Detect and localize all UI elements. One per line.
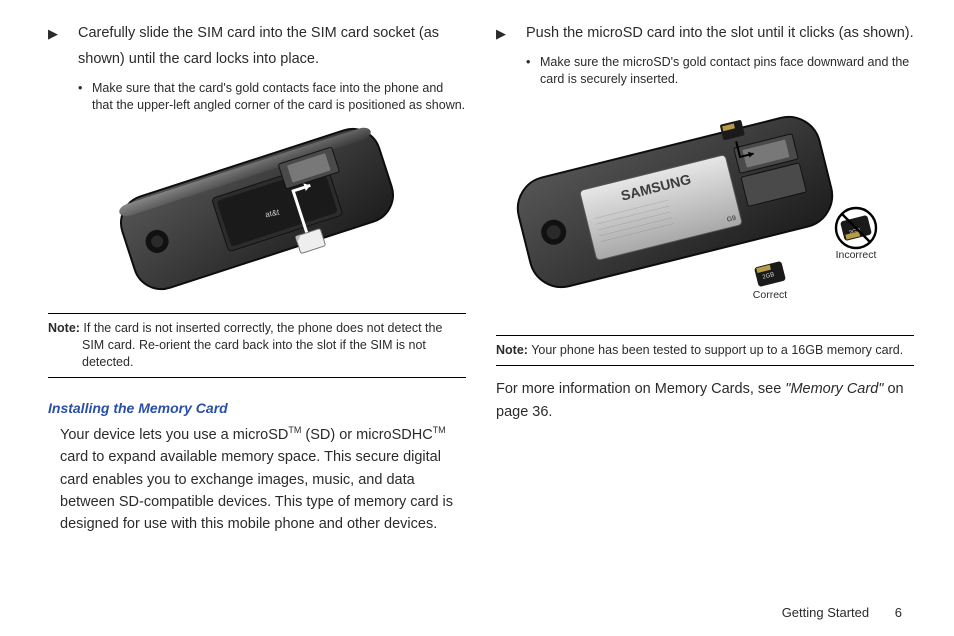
step-sim-text: Carefully slide the SIM card into the SI… — [78, 20, 466, 72]
divider — [496, 335, 914, 336]
caption-correct: Correct — [753, 289, 788, 301]
text-fragment: Your device lets you use a microSD — [60, 427, 288, 443]
page-number: 6 — [895, 605, 902, 620]
memory-intro-paragraph: Your device lets you use a microSDTM (SD… — [60, 424, 466, 536]
two-column-layout: ▶ Carefully slide the SIM card into the … — [48, 20, 914, 536]
figure-microsd-insert: SAMSUNG ________________________________… — [496, 98, 914, 321]
see-more-paragraph: For more information on Memory Cards, se… — [496, 378, 914, 424]
text-fragment: For more information on Memory Cards, se… — [496, 381, 785, 397]
phone-microsd-illustration: SAMSUNG ________________________________… — [500, 98, 910, 316]
sim-bullet-text: Make sure that the card's gold contacts … — [92, 80, 466, 114]
note-label: Note: — [48, 321, 80, 335]
divider — [48, 377, 466, 378]
note-capacity: Note: Your phone has been tested to supp… — [496, 342, 914, 359]
note-capacity-text: Your phone has been tested to support up… — [528, 343, 903, 357]
note-sim: Note: If the card is not inserted correc… — [48, 320, 466, 371]
step-microsd-insert: ▶ Push the microSD card into the slot un… — [496, 20, 914, 46]
phone-sim-illustration: at&t — [92, 124, 422, 294]
step-sim-insert: ▶ Carefully slide the SIM card into the … — [48, 20, 466, 72]
text-fragment: (SD) or microSDHC — [301, 427, 432, 443]
caption-incorrect: Incorrect — [836, 249, 877, 261]
bullet-icon: • — [526, 54, 540, 88]
cross-reference: "Memory Card" — [785, 381, 883, 397]
sim-bullet: • Make sure that the card's gold contact… — [78, 80, 466, 114]
microsd-bullet-text: Make sure the microSD's gold contact pin… — [540, 54, 914, 88]
microsd-bullet: • Make sure the microSD's gold contact p… — [526, 54, 914, 88]
heading-install-memory: Installing the Memory Card — [48, 400, 466, 416]
note-label: Note: — [496, 343, 528, 357]
divider — [48, 313, 466, 314]
left-column: ▶ Carefully slide the SIM card into the … — [48, 20, 466, 536]
step-microsd-text: Push the microSD card into the slot unti… — [526, 20, 914, 46]
trademark-symbol: TM — [288, 425, 301, 435]
triangle-bullet-icon: ▶ — [48, 20, 78, 72]
section-name: Getting Started — [782, 605, 869, 620]
figure-sim-insert: at&t — [48, 124, 466, 299]
bullet-icon: • — [78, 80, 92, 114]
page-footer: Getting Started 6 — [782, 605, 902, 620]
right-column: ▶ Push the microSD card into the slot un… — [496, 20, 914, 536]
text-fragment: card to expand available memory space. T… — [60, 449, 453, 532]
divider — [496, 365, 914, 366]
trademark-symbol: TM — [433, 425, 446, 435]
triangle-bullet-icon: ▶ — [496, 20, 526, 46]
note-sim-text: If the card is not inserted correctly, t… — [80, 321, 442, 369]
